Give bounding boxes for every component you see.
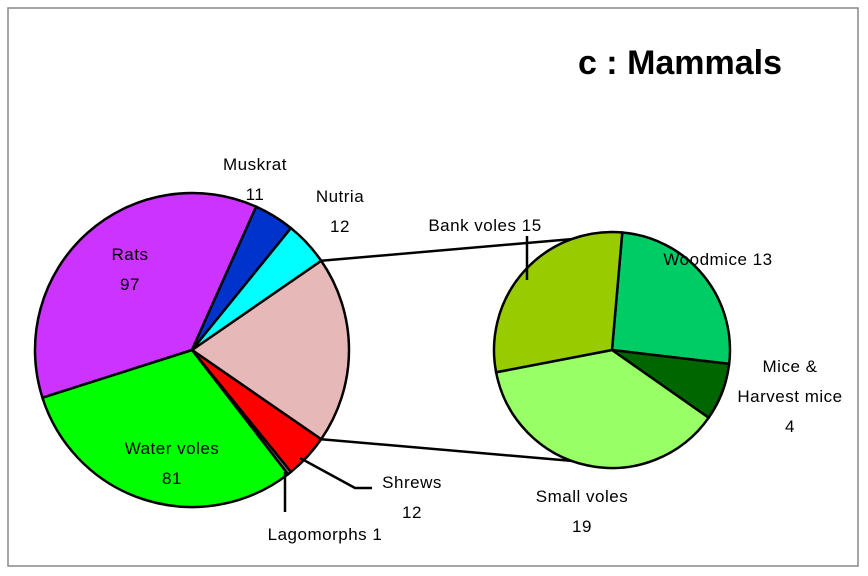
data-label: Bank voles 15 [405, 211, 565, 241]
leader-line [299, 456, 372, 490]
pie-slice [33, 191, 258, 400]
label-part: Shrews [382, 473, 442, 492]
data-label: Lagomorphs 1 [245, 520, 405, 550]
label-part: 1 [372, 525, 383, 544]
pie-slice [492, 230, 624, 374]
label-part: Mice & Harvest mice [737, 357, 843, 406]
label-part: 12 [330, 217, 350, 236]
pie-slice [40, 348, 290, 509]
label-part: 97 [120, 275, 140, 294]
data-label: Water voles 81 [92, 434, 252, 494]
label-part: 13 [752, 250, 773, 269]
label-part: Bank voles [428, 216, 517, 235]
data-label: Small voles 19 [517, 482, 647, 542]
data-label: Rats 97 [80, 240, 180, 300]
chart-title: c : Mammals [577, 44, 783, 82]
label-part: Small voles [535, 487, 629, 506]
pie-slice [189, 259, 351, 441]
connector-line [321, 437, 572, 463]
label-part: Rats [111, 245, 149, 264]
label-part: 81 [162, 469, 182, 488]
data-label: Woodmice 13 [643, 245, 793, 275]
pie-slice [191, 226, 323, 352]
data-label: Mice & Harvest mice 4 [735, 352, 845, 442]
label-part: Woodmice [663, 250, 748, 269]
label-part: Lagomorphs [267, 525, 368, 544]
label-part: Water voles [124, 439, 220, 458]
label-part: Muskrat [223, 155, 287, 174]
label-part: 12 [402, 503, 422, 522]
connector-line [321, 237, 572, 263]
label-part: 4 [785, 417, 795, 436]
label-part: Nutria [315, 187, 365, 206]
label-part: 15 [521, 216, 542, 235]
data-label: Muskrat 11 [205, 150, 305, 210]
data-label: Shrews 12 [367, 468, 457, 528]
label-part: 11 [245, 185, 265, 204]
data-label: Nutria 12 [295, 182, 385, 242]
pie-slice [494, 348, 711, 470]
label-part: 19 [572, 517, 592, 536]
pie-slice [610, 231, 732, 366]
